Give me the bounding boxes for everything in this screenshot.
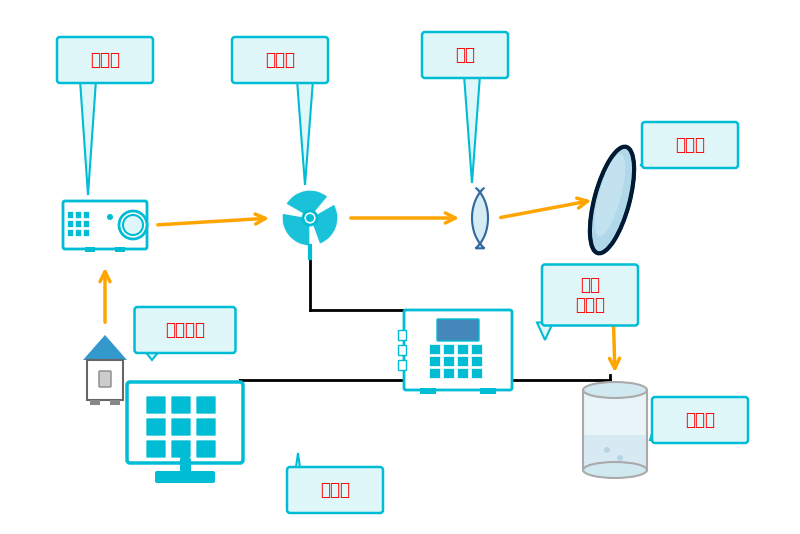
FancyBboxPatch shape	[652, 397, 748, 443]
Ellipse shape	[590, 147, 634, 253]
Text: 单色仪: 单色仪	[90, 51, 120, 69]
FancyBboxPatch shape	[422, 32, 508, 78]
Wedge shape	[310, 204, 338, 245]
Circle shape	[306, 214, 314, 222]
FancyBboxPatch shape	[642, 122, 738, 168]
FancyBboxPatch shape	[67, 220, 73, 227]
FancyBboxPatch shape	[232, 37, 328, 83]
FancyBboxPatch shape	[171, 418, 191, 436]
FancyBboxPatch shape	[196, 440, 216, 458]
FancyBboxPatch shape	[146, 418, 166, 436]
Circle shape	[303, 211, 317, 225]
Polygon shape	[650, 415, 666, 440]
FancyBboxPatch shape	[443, 368, 454, 379]
FancyBboxPatch shape	[110, 400, 120, 405]
Text: 锁相
放大器: 锁相 放大器	[575, 276, 605, 315]
Text: 氙灯光源: 氙灯光源	[165, 321, 205, 339]
FancyBboxPatch shape	[443, 357, 454, 366]
Wedge shape	[282, 213, 310, 246]
Ellipse shape	[583, 382, 647, 398]
FancyBboxPatch shape	[181, 454, 190, 460]
FancyBboxPatch shape	[146, 396, 166, 414]
FancyBboxPatch shape	[134, 307, 235, 353]
FancyBboxPatch shape	[458, 357, 469, 366]
Polygon shape	[537, 323, 553, 340]
Ellipse shape	[583, 462, 647, 478]
FancyBboxPatch shape	[430, 368, 441, 379]
FancyBboxPatch shape	[75, 229, 81, 236]
Polygon shape	[640, 165, 656, 168]
FancyBboxPatch shape	[196, 418, 216, 436]
Circle shape	[119, 211, 147, 239]
FancyBboxPatch shape	[115, 247, 125, 252]
Ellipse shape	[594, 154, 626, 236]
FancyBboxPatch shape	[584, 435, 646, 469]
Polygon shape	[290, 453, 306, 510]
FancyBboxPatch shape	[83, 220, 89, 227]
Circle shape	[617, 455, 623, 461]
FancyBboxPatch shape	[480, 388, 496, 394]
Text: 反光镜: 反光镜	[675, 136, 705, 154]
Circle shape	[123, 215, 143, 235]
FancyBboxPatch shape	[67, 211, 73, 218]
Text: 计算机: 计算机	[320, 481, 350, 499]
FancyBboxPatch shape	[90, 400, 100, 405]
FancyBboxPatch shape	[430, 344, 441, 355]
FancyBboxPatch shape	[146, 440, 166, 458]
FancyBboxPatch shape	[471, 344, 482, 355]
FancyBboxPatch shape	[471, 357, 482, 366]
FancyBboxPatch shape	[85, 247, 95, 252]
FancyBboxPatch shape	[458, 344, 469, 355]
FancyBboxPatch shape	[75, 211, 81, 218]
Polygon shape	[464, 75, 480, 183]
Text: 样品池: 样品池	[685, 411, 715, 429]
FancyBboxPatch shape	[196, 396, 216, 414]
FancyBboxPatch shape	[127, 382, 243, 463]
Polygon shape	[144, 350, 160, 360]
FancyBboxPatch shape	[87, 360, 123, 400]
FancyBboxPatch shape	[458, 368, 469, 379]
FancyBboxPatch shape	[398, 345, 406, 355]
Polygon shape	[297, 80, 313, 185]
Polygon shape	[80, 80, 96, 195]
FancyBboxPatch shape	[155, 471, 215, 483]
Polygon shape	[83, 335, 127, 360]
FancyBboxPatch shape	[287, 467, 383, 513]
FancyBboxPatch shape	[63, 201, 147, 249]
FancyBboxPatch shape	[437, 319, 479, 341]
FancyBboxPatch shape	[171, 396, 191, 414]
FancyBboxPatch shape	[542, 264, 638, 326]
FancyBboxPatch shape	[398, 330, 406, 340]
Circle shape	[107, 214, 113, 220]
FancyBboxPatch shape	[420, 388, 436, 394]
Text: 调制扇: 调制扇	[265, 51, 295, 69]
FancyBboxPatch shape	[75, 220, 81, 227]
FancyBboxPatch shape	[430, 357, 441, 366]
Circle shape	[604, 447, 610, 453]
FancyBboxPatch shape	[83, 211, 89, 218]
FancyBboxPatch shape	[471, 368, 482, 379]
FancyBboxPatch shape	[443, 344, 454, 355]
FancyBboxPatch shape	[398, 360, 406, 370]
FancyBboxPatch shape	[67, 229, 73, 236]
FancyBboxPatch shape	[171, 440, 191, 458]
FancyBboxPatch shape	[83, 229, 89, 236]
Wedge shape	[286, 190, 328, 218]
FancyBboxPatch shape	[404, 310, 512, 390]
FancyBboxPatch shape	[583, 390, 647, 470]
FancyBboxPatch shape	[57, 37, 153, 83]
Text: 透镜: 透镜	[455, 46, 475, 64]
FancyBboxPatch shape	[99, 371, 111, 387]
PathPatch shape	[472, 187, 488, 248]
